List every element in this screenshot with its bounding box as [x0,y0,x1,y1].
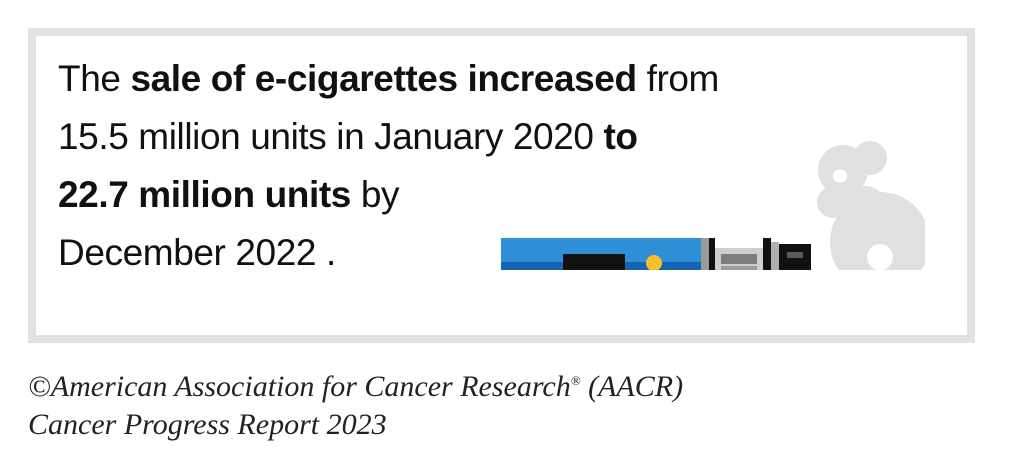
e-cigarette-illustration [465,130,925,270]
statement-emphasis: sale of e-cigarettes increased [130,58,637,99]
statement-text: The sale of e-cigarettes increased from … [58,50,778,282]
registered-mark: ® [570,373,581,388]
statement-text-part: December 2022 . [58,232,336,273]
statement-text-part: from [636,58,720,99]
statement-text-part: The [58,58,131,99]
statement-text-part: 15.5 million units in January 2020 [58,116,604,157]
statement-emphasis: to [603,116,638,157]
e-cigarette-svg [501,141,925,270]
credit-text: ©American Association for Cancer Researc… [28,368,683,444]
e-cigarette-icon [501,238,811,270]
info-card [28,28,975,343]
statement-text-part: by [350,174,400,215]
vapor-cloud-icon [817,141,925,270]
credit-line-1: ©American Association for Cancer Researc… [28,368,683,406]
statement-emphasis: 22.7 million units [58,174,351,215]
credit-line-2: Cancer Progress Report 2023 [28,408,387,441]
credit-abbreviation: (AACR) [580,370,684,403]
credit-organization: ©American Association for Cancer Researc… [28,370,571,403]
